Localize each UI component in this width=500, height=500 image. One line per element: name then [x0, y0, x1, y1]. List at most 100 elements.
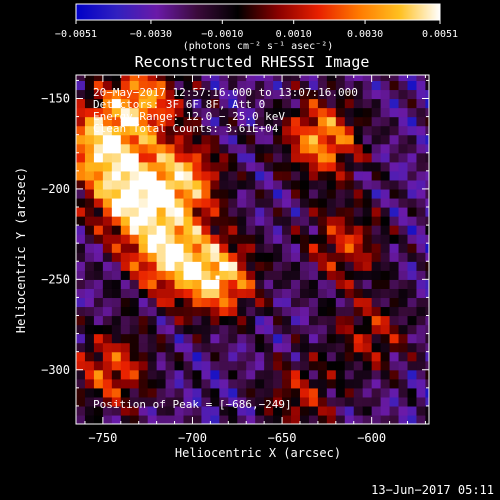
- heatmap-cell: [156, 98, 167, 109]
- heatmap-cell: [165, 297, 176, 308]
- heatmap-cell: [210, 396, 220, 407]
- heatmap-cell: [282, 161, 292, 172]
- heatmap-cell: [165, 324, 176, 335]
- heatmap-cell: [228, 234, 238, 244]
- heatmap-cell: [228, 207, 238, 217]
- heatmap-cell: [219, 116, 229, 127]
- heatmap-cell: [111, 75, 122, 82]
- heatmap-cell: [228, 89, 238, 100]
- heatmap-cell: [219, 306, 229, 317]
- heatmap-cell: [317, 378, 328, 389]
- heatmap-cell: [335, 396, 346, 407]
- heatmap-cell: [326, 414, 337, 424]
- heatmap-cell: [282, 116, 292, 127]
- heatmap-cell: [344, 252, 355, 262]
- heatmap-cell: [380, 107, 391, 118]
- heatmap-cell: [93, 179, 104, 190]
- heatmap-cell: [317, 143, 328, 154]
- heatmap-cell: [299, 396, 310, 407]
- heatmap-cell: [255, 89, 265, 100]
- heatmap-cell: [120, 261, 131, 271]
- heatmap-cell: [174, 188, 185, 199]
- heatmap-cell: [84, 170, 95, 181]
- heatmap-cell: [317, 125, 328, 136]
- heatmap-cell: [102, 378, 113, 389]
- heatmap-cell: [362, 369, 373, 380]
- heatmap-cell: [335, 116, 346, 127]
- heatmap-cell: [76, 324, 86, 335]
- heatmap-cell: [129, 369, 140, 380]
- heatmap-cell: [129, 261, 140, 271]
- heatmap-cell: [308, 197, 319, 208]
- heatmap-cell: [371, 297, 382, 308]
- heatmap-cell: [237, 369, 247, 380]
- heatmap-cell: [76, 405, 86, 416]
- heatmap-cell: [371, 396, 382, 407]
- heatmap-cell: [210, 179, 220, 190]
- heatmap-cell: [425, 161, 429, 172]
- heatmap-cell: [416, 306, 427, 317]
- heatmap-cell: [317, 225, 328, 235]
- heatmap-cell: [255, 98, 265, 109]
- heatmap-cell: [165, 234, 176, 244]
- heatmap-cell: [344, 324, 355, 335]
- heatmap-cell: [255, 234, 265, 244]
- heatmap-cell: [317, 261, 328, 271]
- heatmap-cell: [407, 116, 418, 127]
- heatmap-cell: [237, 270, 247, 280]
- heatmap-cell: [183, 396, 194, 407]
- heatmap-cell: [317, 80, 328, 91]
- heatmap-cell: [192, 243, 203, 253]
- heatmap-cell: [192, 279, 203, 289]
- heatmap-cell: [335, 288, 346, 299]
- heatmap-cell: [389, 252, 400, 262]
- heatmap-cell: [156, 369, 167, 380]
- heatmap-cell: [273, 143, 283, 154]
- heatmap-cell: [192, 161, 203, 172]
- heatmap-cell: [407, 396, 418, 407]
- heatmap-cell: [111, 216, 122, 226]
- heatmap-cell: [282, 378, 292, 389]
- heatmap-cell: [93, 270, 104, 280]
- heatmap-cell: [201, 396, 211, 407]
- heatmap-cell: [210, 161, 220, 172]
- heatmap-cell: [201, 207, 211, 217]
- heatmap-cell: [147, 179, 158, 190]
- heatmap-cell: [291, 107, 301, 118]
- heatmap-cell: [425, 360, 429, 371]
- heatmap-cell: [183, 225, 194, 235]
- heatmap-cell: [380, 396, 391, 407]
- heatmap-cell: [237, 179, 247, 190]
- heatmap-cell: [111, 324, 122, 335]
- heatmap-cell: [138, 342, 149, 353]
- heatmap-cell: [93, 197, 104, 208]
- heatmap-cell: [255, 306, 265, 317]
- heatmap-cell: [111, 225, 122, 235]
- heatmap-cell: [228, 405, 238, 416]
- heatmap-cell: [102, 396, 113, 407]
- heatmap-cell: [389, 306, 400, 317]
- heatmap-cell: [129, 107, 140, 118]
- heatmap-cell: [93, 170, 104, 181]
- heatmap-cell: [335, 125, 346, 136]
- heatmap-cell: [156, 270, 167, 280]
- heatmap-cell: [84, 270, 95, 280]
- heatmap-cell: [291, 197, 301, 208]
- heatmap-cell: [273, 261, 283, 271]
- heatmap-cell: [273, 333, 283, 344]
- heatmap-cell: [353, 234, 364, 244]
- heatmap-cell: [76, 342, 86, 353]
- heatmap-cell: [138, 188, 149, 199]
- heatmap-cell: [326, 333, 337, 344]
- heatmap-cell: [407, 89, 418, 100]
- heatmap-cell: [317, 270, 328, 280]
- heatmap-cell: [326, 179, 337, 190]
- heatmap-cell: [111, 252, 122, 262]
- heatmap-cell: [362, 351, 373, 362]
- heatmap-cell: [76, 369, 86, 380]
- heatmap-cell: [255, 125, 265, 136]
- heatmap-cell: [389, 89, 400, 100]
- heatmap-cell: [308, 378, 319, 389]
- colorbar-tick-label: −0.0051: [55, 29, 97, 40]
- heatmap-cell: [389, 396, 400, 407]
